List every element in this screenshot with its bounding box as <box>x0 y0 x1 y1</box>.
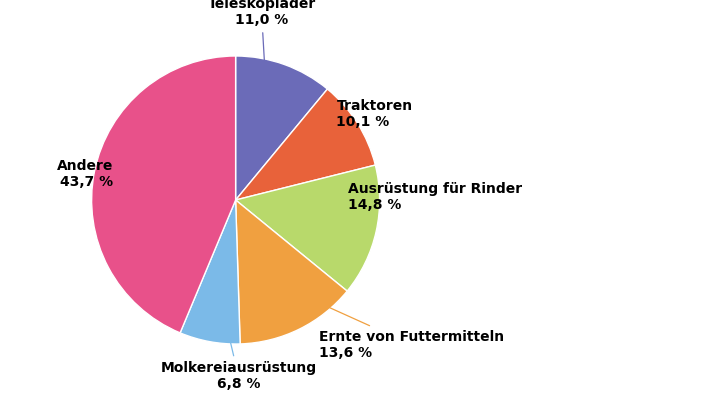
Text: Ausrüstung für Rinder
14,8 %: Ausrüstung für Rinder 14,8 % <box>332 182 522 219</box>
Wedge shape <box>236 200 347 344</box>
Text: Andere
43,7 %: Andere 43,7 % <box>57 159 138 189</box>
Text: Ernte von Futtermitteln
13,6 %: Ernte von Futtermitteln 13,6 % <box>282 286 505 360</box>
Text: Traktoren
10,1 %: Traktoren 10,1 % <box>320 98 413 147</box>
Text: Molkereiausrüstung
6,8 %: Molkereiausrüstung 6,8 % <box>160 298 317 392</box>
Wedge shape <box>180 200 240 344</box>
Wedge shape <box>91 56 236 333</box>
Wedge shape <box>236 89 376 200</box>
Text: Teleskoplader
11,0 %: Teleskoplader 11,0 % <box>207 0 315 106</box>
Wedge shape <box>236 56 328 200</box>
Wedge shape <box>236 165 380 291</box>
